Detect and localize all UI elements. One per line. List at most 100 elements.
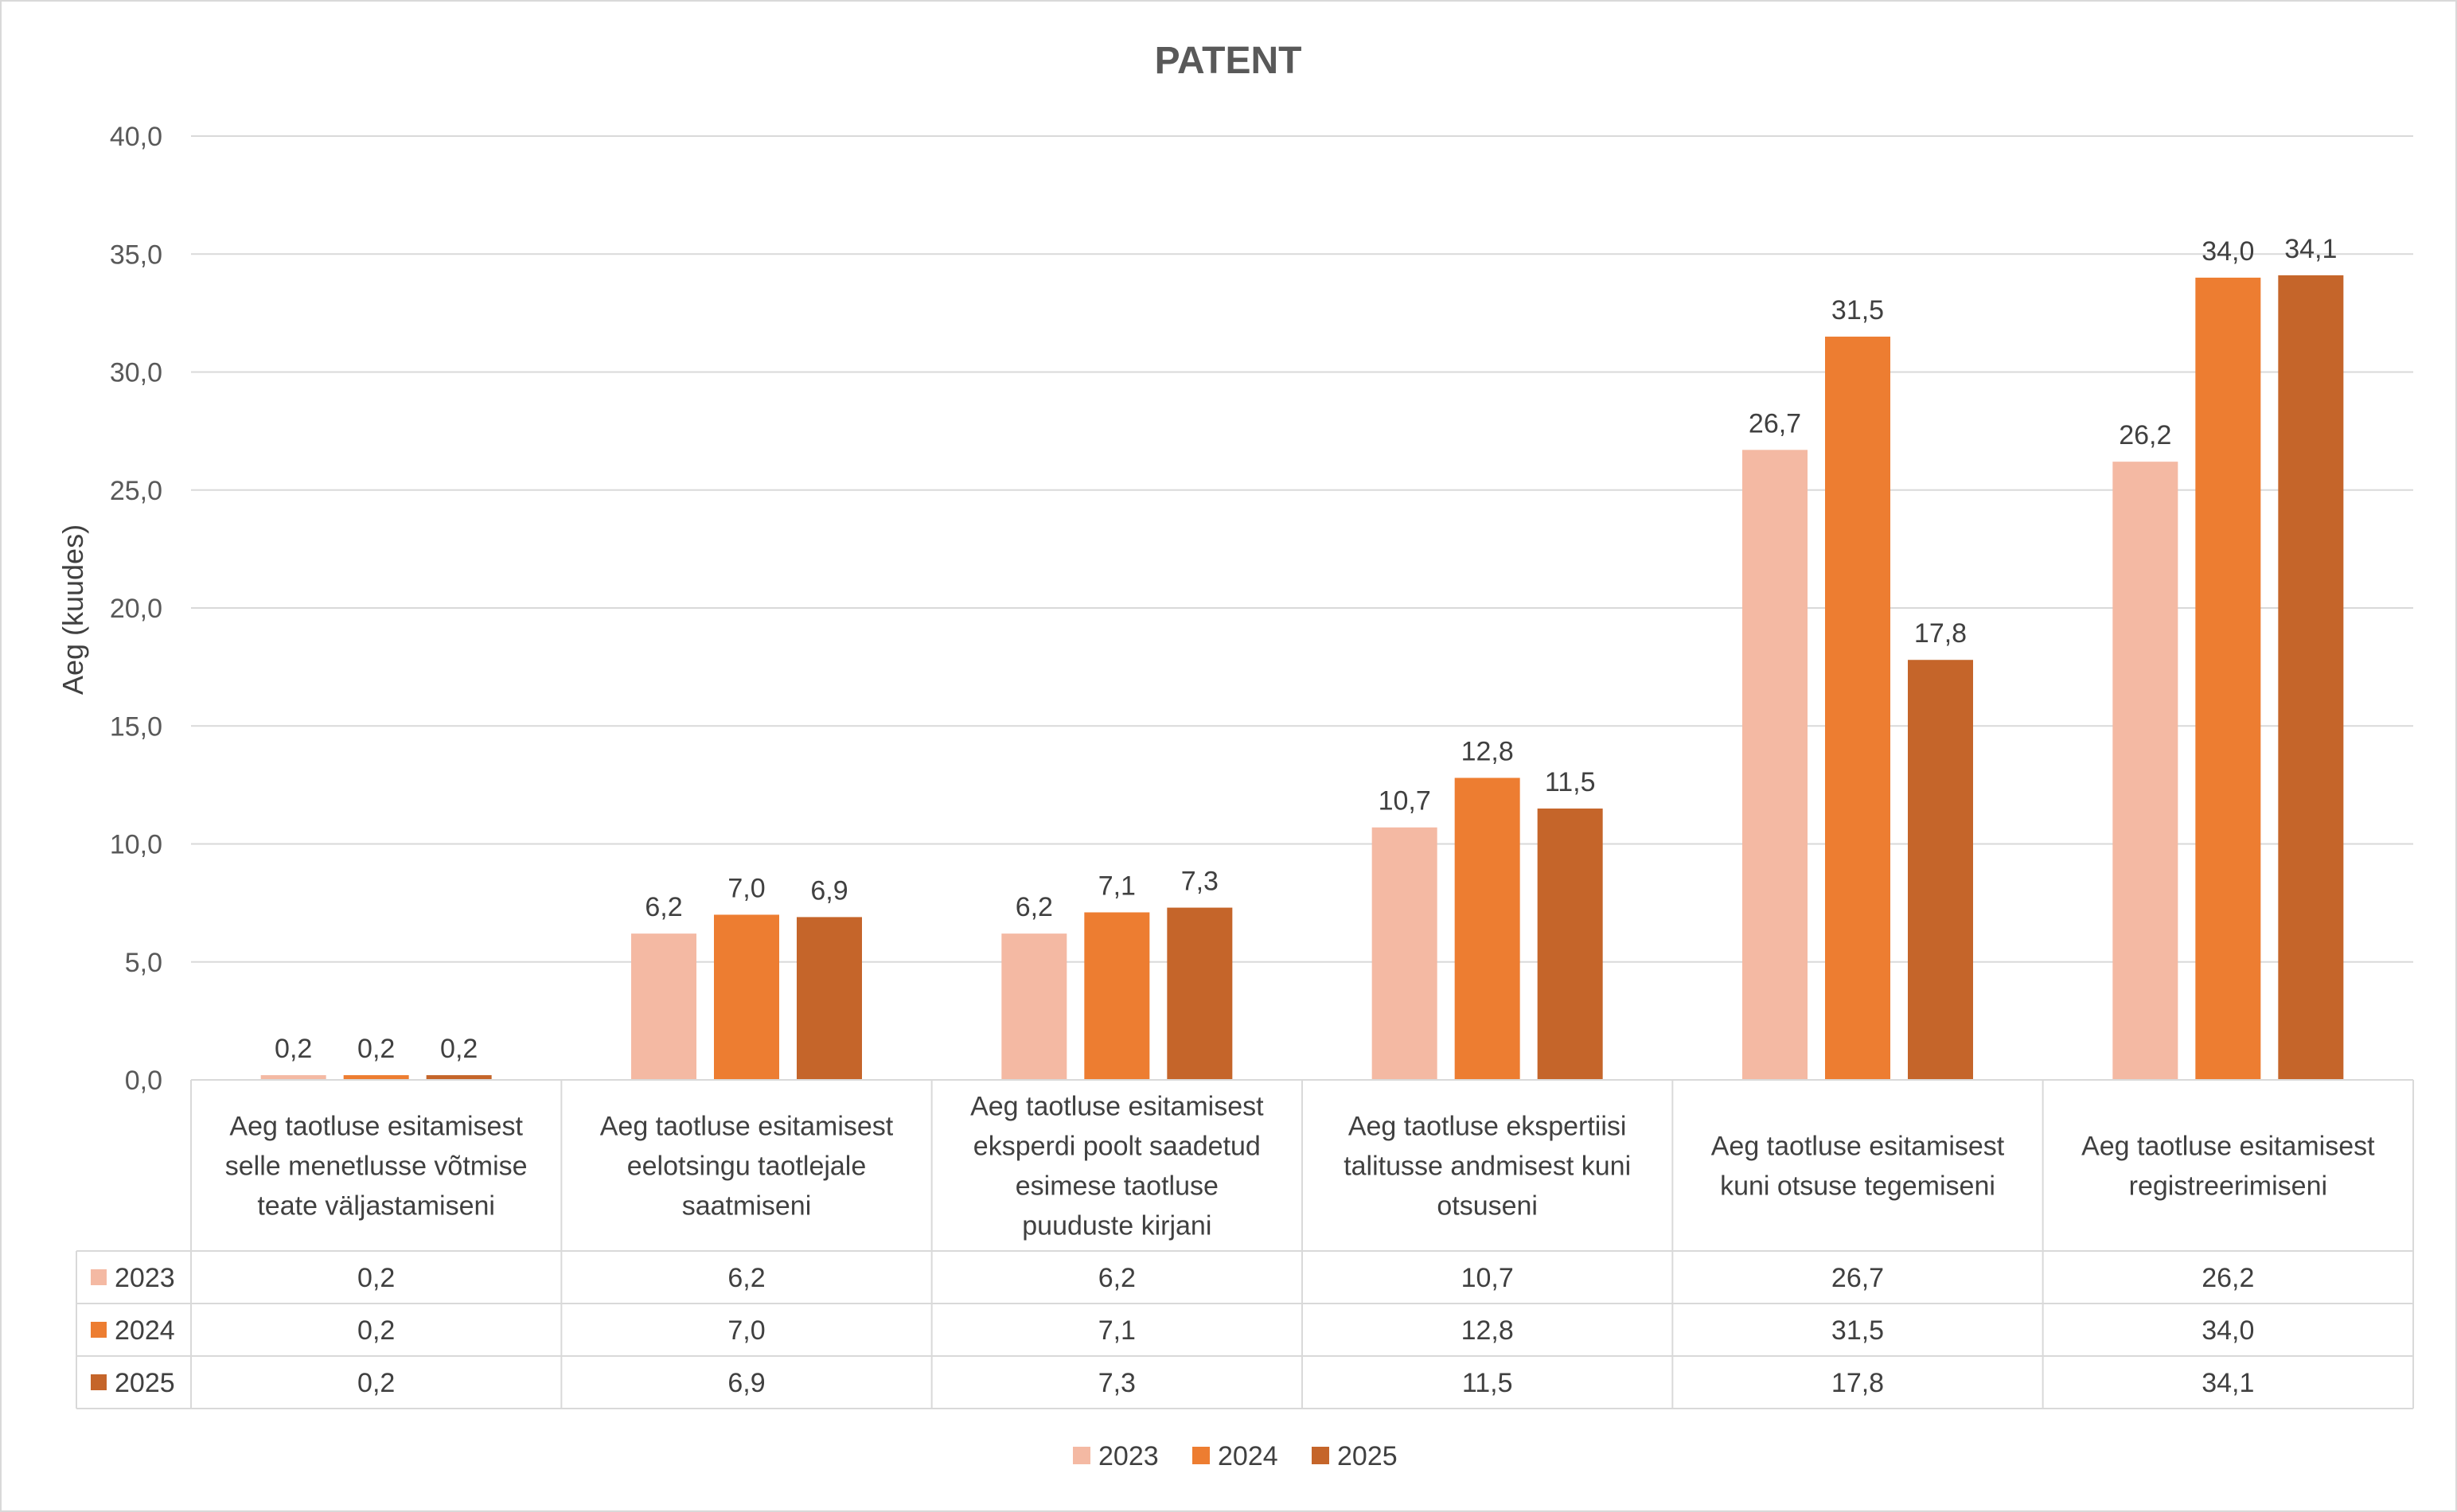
data-label: 0,2 bbox=[440, 1034, 478, 1064]
table-cell: 26,7 bbox=[1831, 1263, 1884, 1293]
table-cell: 26,2 bbox=[2202, 1263, 2254, 1293]
chart-title: PATENT bbox=[1155, 40, 1302, 82]
bar bbox=[631, 933, 696, 1080]
bar bbox=[1084, 912, 1150, 1080]
category-label: Aeg taotluse ekspertiisi bbox=[1348, 1112, 1627, 1142]
table-cell: 7,0 bbox=[727, 1315, 765, 1346]
bar bbox=[2195, 277, 2261, 1080]
table-series-swatch bbox=[91, 1374, 107, 1390]
category-label: Aeg taotluse esitamisest bbox=[2081, 1132, 2375, 1162]
category-label: teate väljastamiseni bbox=[257, 1191, 495, 1222]
legend-label: 2023 bbox=[1098, 1441, 1159, 1471]
y-tick-label: 30,0 bbox=[110, 358, 162, 388]
category-label: Aeg taotluse esitamisest bbox=[600, 1112, 894, 1142]
bar bbox=[426, 1075, 492, 1080]
table-cell: 10,7 bbox=[1461, 1263, 1514, 1293]
data-label: 7,3 bbox=[1181, 867, 1219, 897]
data-label: 26,7 bbox=[1749, 408, 1801, 438]
table-cell: 6,2 bbox=[727, 1263, 765, 1293]
table-series-swatch bbox=[91, 1322, 107, 1338]
table-cell: 12,8 bbox=[1461, 1315, 1514, 1346]
bar bbox=[2278, 275, 2344, 1080]
table-series-name: 2024 bbox=[115, 1315, 175, 1346]
category-label: kuni otsuse tegemiseni bbox=[1720, 1171, 1995, 1202]
bar bbox=[343, 1075, 409, 1080]
bar bbox=[1167, 907, 1233, 1080]
y-tick-label: 5,0 bbox=[125, 948, 162, 978]
data-label: 6,2 bbox=[645, 892, 682, 922]
y-tick-label: 10,0 bbox=[110, 830, 162, 860]
data-label: 26,2 bbox=[2119, 420, 2171, 450]
table-cell: 7,1 bbox=[1098, 1315, 1136, 1346]
bar bbox=[1001, 933, 1067, 1080]
table-cell: 6,9 bbox=[727, 1368, 765, 1398]
data-label: 10,7 bbox=[1379, 786, 1431, 816]
bar bbox=[1825, 337, 1890, 1080]
bar bbox=[2112, 462, 2178, 1080]
legend: 2023 2024 2025 bbox=[1073, 1441, 1398, 1471]
y-tick-label: 0,0 bbox=[125, 1066, 162, 1096]
y-axis-label: Aeg (kuudes) bbox=[57, 524, 89, 695]
bar bbox=[1908, 660, 1973, 1080]
y-tick-label: 40,0 bbox=[110, 122, 162, 152]
data-labels: 0,2 6,2 6,2 10,7 26,7 26,2 0,2 7,0 7,1 12,8 31,5 34… bbox=[275, 234, 2337, 1064]
category-label: selle menetlusse võtmise bbox=[225, 1152, 528, 1182]
data-label: 6,9 bbox=[810, 875, 848, 906]
data-label: 11,5 bbox=[1545, 767, 1596, 797]
legend-swatch bbox=[1073, 1447, 1090, 1464]
category-label: Aeg taotluse esitamisest bbox=[970, 1092, 1264, 1122]
table-cell: 0,2 bbox=[357, 1368, 395, 1398]
table-cell: 34,1 bbox=[2202, 1368, 2254, 1398]
bar bbox=[1454, 777, 1520, 1080]
table-cell: 0,2 bbox=[357, 1263, 395, 1293]
table-series-swatch bbox=[91, 1269, 107, 1285]
bar bbox=[1537, 809, 1603, 1080]
y-tick-label: 20,0 bbox=[110, 594, 162, 624]
legend-label: 2024 bbox=[1218, 1441, 1278, 1471]
table-cell: 34,0 bbox=[2202, 1315, 2254, 1346]
data-label: 12,8 bbox=[1461, 736, 1514, 766]
table-series-name: 2023 bbox=[115, 1263, 175, 1293]
table-cell: 17,8 bbox=[1831, 1368, 1884, 1398]
bar bbox=[714, 914, 779, 1080]
table-cell: 11,5 bbox=[1462, 1368, 1513, 1398]
bar bbox=[797, 917, 862, 1080]
data-label: 7,1 bbox=[1098, 871, 1136, 901]
category-label: registreerimiseni bbox=[2129, 1171, 2327, 1202]
data-label: 7,0 bbox=[727, 873, 765, 903]
category-label: saatmiseni bbox=[682, 1191, 812, 1222]
category-label: talitusse andmisest kuni bbox=[1344, 1152, 1631, 1182]
data-label: 17,8 bbox=[1914, 618, 1967, 649]
category-label: Aeg taotluse esitamisest bbox=[1711, 1132, 2005, 1162]
category-label: eksperdi poolt saadetud bbox=[973, 1132, 1261, 1162]
legend-swatch bbox=[1312, 1447, 1329, 1464]
data-label: 0,2 bbox=[357, 1034, 395, 1064]
y-axis-ticks: 0,0 5,0 10,0 15,0 20,0 25,0 30,0 35,0 40,0 bbox=[110, 122, 162, 1096]
category-label: otsuseni bbox=[1437, 1191, 1538, 1222]
table-cell: 7,3 bbox=[1098, 1368, 1136, 1398]
category-label: eelotsingu taotlejale bbox=[627, 1152, 867, 1182]
table-cell: 6,2 bbox=[1098, 1263, 1136, 1293]
data-label: 31,5 bbox=[1831, 295, 1884, 325]
table-series-name: 2025 bbox=[115, 1368, 175, 1398]
category-label: puuduste kirjani bbox=[1022, 1211, 1211, 1241]
category-label: Aeg taotluse esitamisest bbox=[229, 1112, 523, 1142]
legend-label: 2025 bbox=[1337, 1441, 1398, 1471]
data-label: 6,2 bbox=[1016, 892, 1053, 922]
y-tick-label: 15,0 bbox=[110, 711, 162, 742]
bar bbox=[1742, 450, 1808, 1080]
table-cell: 0,2 bbox=[357, 1315, 395, 1346]
data-label: 0,2 bbox=[275, 1034, 312, 1064]
y-tick-label: 25,0 bbox=[110, 476, 162, 506]
table-cell: 31,5 bbox=[1831, 1315, 1884, 1346]
y-tick-label: 35,0 bbox=[110, 240, 162, 270]
bar bbox=[1371, 827, 1437, 1080]
legend-swatch bbox=[1192, 1447, 1210, 1464]
bars bbox=[260, 275, 2344, 1080]
data-table: Aeg taotluse esitamisest selle menetlusse… bbox=[76, 1079, 2414, 1409]
category-label: esimese taotluse bbox=[1016, 1171, 1219, 1202]
data-label: 34,1 bbox=[2284, 234, 2337, 264]
